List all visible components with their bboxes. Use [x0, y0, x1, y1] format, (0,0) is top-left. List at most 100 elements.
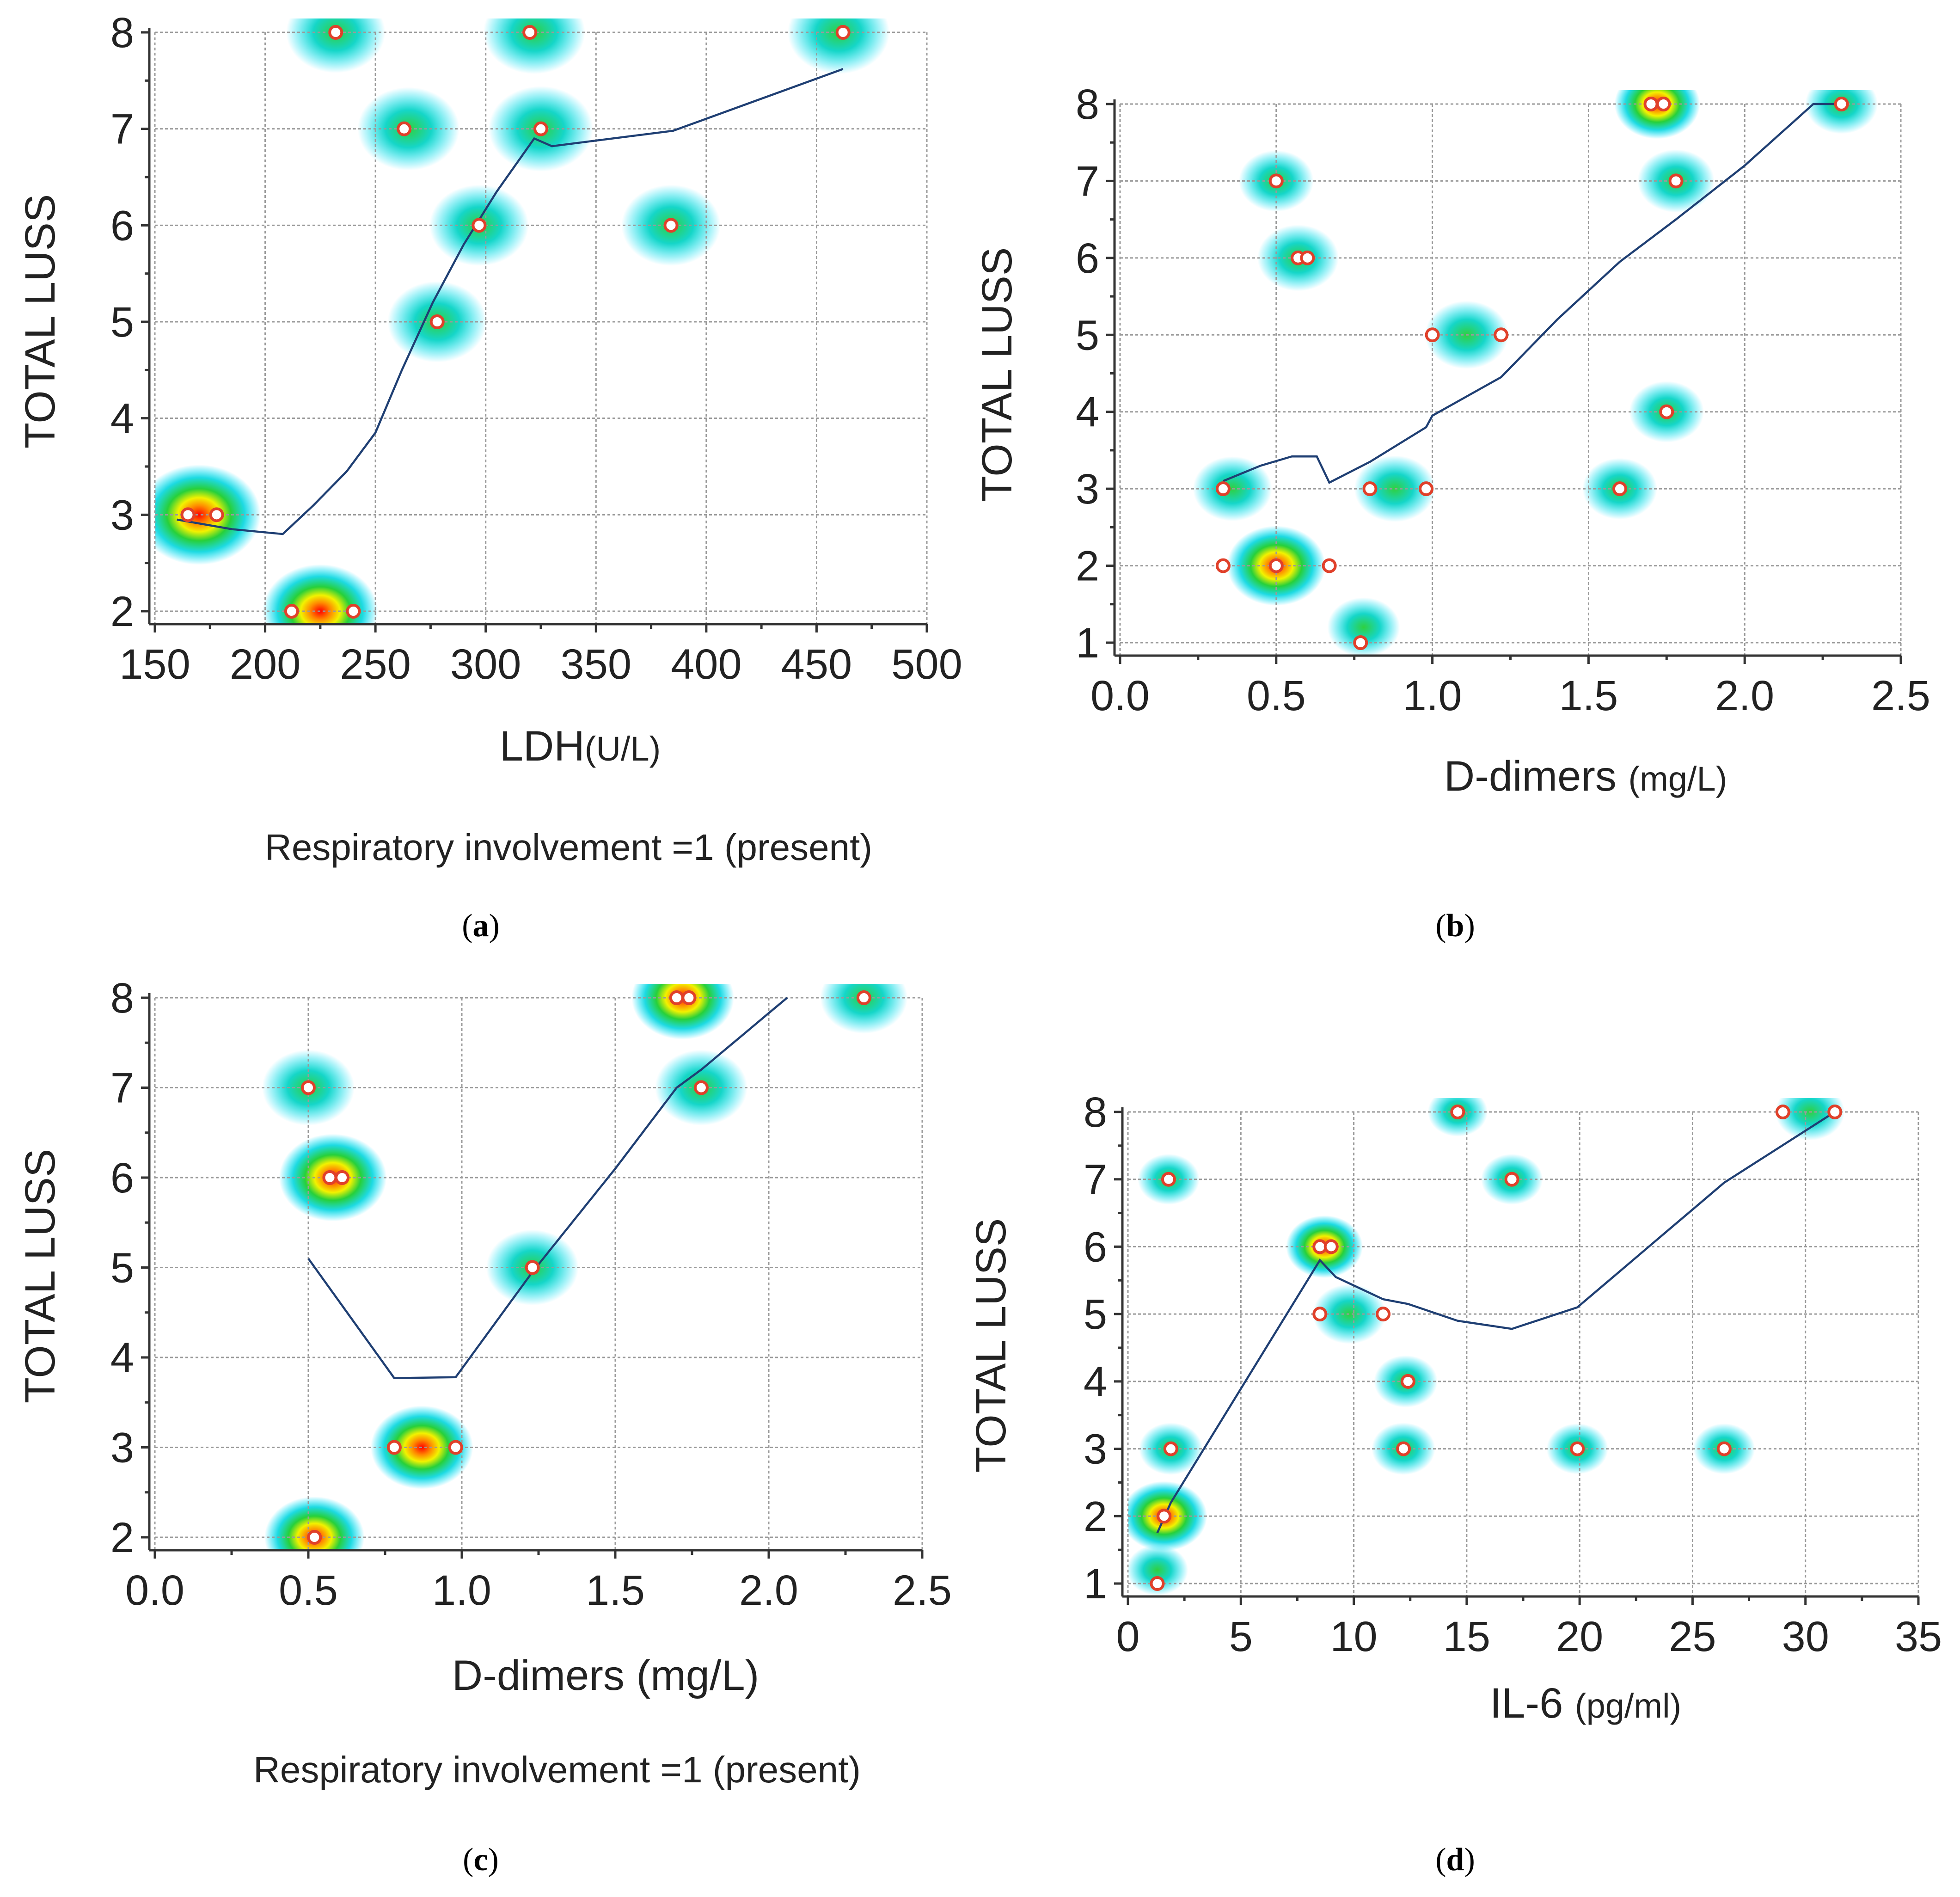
data-point	[681, 990, 697, 1005]
data-point	[1504, 1172, 1519, 1187]
x-tick-label: 2.5	[893, 1567, 952, 1614]
x-tick-label: 10	[1330, 1613, 1377, 1660]
data-point	[1570, 1441, 1585, 1456]
data-point	[525, 1260, 540, 1275]
y-tick-label: 2	[1076, 543, 1099, 590]
data-point	[1215, 558, 1231, 573]
data-point	[1612, 481, 1627, 497]
data-point	[1450, 1105, 1465, 1119]
y-tick-label: 5	[1084, 1291, 1107, 1338]
data-point	[284, 604, 299, 619]
x-tick-label: 200	[230, 641, 301, 688]
points-b	[1215, 97, 1849, 650]
data-point	[533, 121, 548, 136]
panel-note-a: Respiratory involvement =1 (present)	[265, 827, 872, 868]
trend-line	[1156, 1111, 1836, 1534]
x-tick-label: 30	[1782, 1613, 1829, 1660]
y-tick-label: 3	[1084, 1426, 1107, 1473]
y-tick-label: 7	[1076, 158, 1099, 205]
panel-d: 0 5 10 15 20 25 30 35 1 2 3 4 5 6 7 8 IL-6 (pg/ml) TOTA…	[968, 1089, 1942, 1878]
data-point	[1419, 481, 1434, 497]
data-point	[1775, 1105, 1790, 1119]
density-layer-a	[155, 18, 890, 625]
axes-c: 0.0 0.5 1.0 1.5 2.0 2.5 2 3 4 5 6 7 8	[110, 975, 952, 1614]
axes-b: 0.0 0.5 1.0 1.5 2.0 2.5 1 2 3 4 5 6 7 8	[1076, 81, 1930, 719]
data-point	[1150, 1576, 1165, 1591]
data-point	[1396, 1441, 1411, 1456]
trend-line	[307, 997, 788, 1379]
density-blob	[820, 984, 908, 1034]
x-tick-label: 20	[1556, 1613, 1603, 1660]
x-tick-label: 500	[891, 641, 962, 688]
y-tick-label: 5	[1076, 312, 1099, 359]
x-tick-label: 5	[1229, 1613, 1253, 1660]
data-point	[335, 1170, 350, 1185]
y-tick-label: 6	[1084, 1223, 1107, 1271]
x-tick-label: 1.0	[432, 1567, 491, 1614]
y-tick-label: 5	[110, 299, 134, 346]
density-blob	[483, 18, 585, 74]
data-point	[1300, 250, 1315, 265]
data-point	[346, 604, 361, 619]
x-tick-label: 350	[561, 641, 632, 688]
x-axis-label-a: LDH(U/L)	[500, 723, 661, 770]
y-tick-label: 3	[1076, 466, 1099, 513]
data-point	[1215, 481, 1231, 497]
x-tick-label: 1.5	[586, 1567, 645, 1614]
y-tick-label: 8	[1084, 1089, 1107, 1136]
data-point	[1668, 173, 1684, 189]
data-point	[1376, 1307, 1391, 1322]
x-tick-label: 0.0	[125, 1567, 184, 1614]
density-blob	[1614, 90, 1700, 139]
y-tick-label: 1	[1076, 620, 1099, 667]
points-d	[1150, 1105, 1843, 1591]
data-point	[1716, 1441, 1732, 1456]
trend-line	[177, 68, 844, 535]
data-point	[669, 990, 684, 1005]
data-point	[1400, 1374, 1415, 1389]
data-point	[1494, 327, 1509, 343]
y-tick-label: 8	[1076, 81, 1099, 128]
data-point	[663, 218, 679, 233]
y-axis-label-b: TOTAL LUSS	[974, 247, 1021, 502]
x-tick-label: 150	[119, 641, 190, 688]
x-tick-label: 450	[781, 641, 852, 688]
y-tick-label: 1	[1084, 1560, 1107, 1608]
data-point	[1323, 1239, 1339, 1254]
data-point	[307, 1530, 322, 1545]
y-tick-label: 7	[1084, 1156, 1107, 1203]
x-tick-label: 1.5	[1559, 672, 1618, 719]
y-tick-label: 6	[110, 202, 134, 249]
trend-d	[1156, 1111, 1836, 1534]
panel-caption-d: (d)	[1435, 1842, 1475, 1878]
data-point	[1268, 558, 1284, 573]
data-point	[1322, 558, 1337, 573]
density-blob	[1128, 1544, 1188, 1596]
data-point	[1353, 635, 1368, 650]
x-axis-label-b: D-dimers (mg/L)	[1444, 753, 1727, 800]
y-tick-label: 8	[110, 975, 134, 1022]
data-point	[856, 990, 871, 1005]
y-tick-label: 4	[110, 395, 134, 442]
data-point	[1656, 97, 1671, 111]
density-layer-b	[1193, 90, 1878, 657]
y-tick-label: 4	[110, 1334, 134, 1381]
data-point	[429, 314, 445, 329]
panel-caption-b: (b)	[1435, 908, 1475, 944]
y-axis-label-c: TOTAL LUSS	[17, 1149, 64, 1403]
y-tick-label: 5	[110, 1245, 134, 1292]
x-tick-label: 300	[450, 641, 521, 688]
x-tick-label: 1.0	[1403, 672, 1462, 719]
y-tick-label: 7	[110, 1065, 134, 1112]
x-axis-label-d: IL-6 (pg/ml)	[1490, 1680, 1681, 1727]
trend-a	[177, 68, 844, 535]
y-tick-label: 7	[110, 106, 134, 153]
data-point	[522, 25, 538, 40]
data-point	[448, 1440, 463, 1455]
x-tick-label: 0.5	[279, 1567, 338, 1614]
data-point	[1834, 97, 1849, 111]
y-axis-label-d: TOTAL LUSS	[968, 1218, 1015, 1473]
x-tick-label: 0.5	[1247, 672, 1306, 719]
x-tick-label: 25	[1669, 1613, 1716, 1660]
